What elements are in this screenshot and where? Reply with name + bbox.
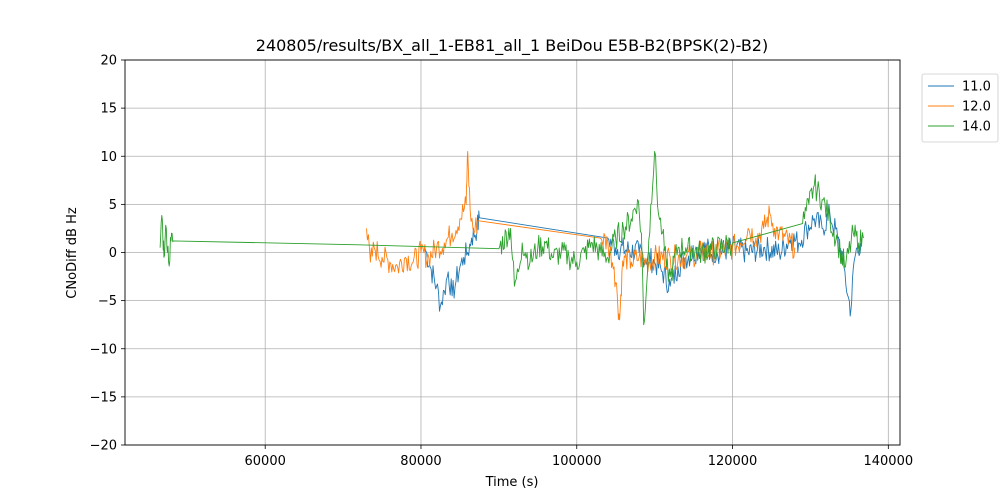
legend-label: 12.0 — [962, 100, 991, 115]
x-axis-label: Time (s) — [485, 475, 539, 490]
y-tick-label: −10 — [90, 342, 117, 357]
y-tick-label: −15 — [90, 390, 117, 405]
legend-box — [921, 73, 999, 143]
legend-label: 14.0 — [962, 120, 991, 135]
y-tick-label: −20 — [90, 439, 117, 454]
x-tick-label: 100000 — [552, 454, 602, 469]
x-tick-label: 140000 — [863, 454, 913, 469]
axes — [121, 59, 901, 449]
y-tick-label: 5 — [109, 198, 117, 213]
y-axis-label: CNoDiff dB Hz — [65, 207, 80, 299]
plot-frame — [124, 59, 901, 446]
tick-labels: 60000 80000 100000 120000 140000 −20 −15 −10 −5 0… — [90, 54, 914, 470]
x-tick-label: 80000 — [400, 454, 441, 469]
series-line-14-0 — [159, 150, 864, 326]
series-layer — [159, 150, 864, 326]
y-tick-label: 20 — [100, 54, 117, 69]
chart-title: 240805/results/BX_all_1-EB81_all_1 BeiDo… — [256, 36, 768, 56]
legend-label: 11.0 — [962, 80, 991, 95]
y-tick-label: 10 — [100, 150, 117, 165]
y-tick-label: 0 — [109, 246, 117, 261]
y-tick-label: −5 — [98, 294, 117, 309]
x-tick-label: 120000 — [708, 454, 758, 469]
y-tick-label: 15 — [100, 102, 117, 117]
x-tick-label: 60000 — [245, 454, 286, 469]
legend: 11.0 12.0 14.0 — [921, 73, 999, 143]
